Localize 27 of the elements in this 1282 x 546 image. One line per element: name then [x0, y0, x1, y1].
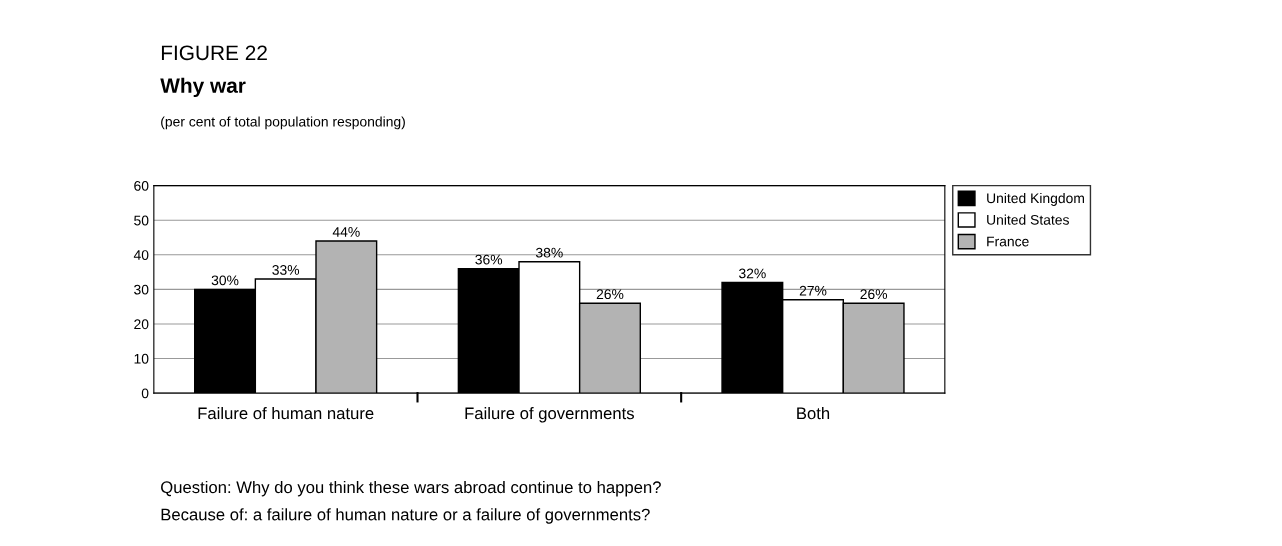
- legend-label: France: [987, 236, 1029, 247]
- text: (per cent of total population responding): [161, 116, 405, 130]
- x-tick-label: Failure of human nature: [198, 407, 374, 420]
- y-tick-label: 60: [134, 180, 149, 191]
- data-label: 38%: [535, 247, 563, 258]
- data-label: 33%: [272, 265, 300, 275]
- x-tick-label: Both: [797, 407, 830, 420]
- x-tick-label: Failure of governments: [465, 407, 634, 423]
- y-tick-label: 30: [134, 284, 149, 295]
- data-label: 36%: [475, 254, 503, 265]
- data-label: 27%: [799, 285, 827, 296]
- data-label: 44%: [332, 227, 360, 237]
- text: Question: Why do you think these wars abroad continue to happen?: [161, 480, 661, 497]
- data-label: 26%: [596, 289, 624, 300]
- data-label: 30%: [211, 275, 239, 286]
- y-tick-label: 10: [134, 353, 149, 364]
- legend-label: United States: [987, 214, 1069, 225]
- data-label: 26%: [860, 289, 888, 300]
- y-tick-label: 40: [133, 250, 149, 260]
- y-tick-label: 0: [141, 388, 149, 399]
- y-tick-label: 20: [134, 319, 149, 330]
- legend-label: United Kingdom: [987, 192, 1084, 206]
- chart-subtitle: Why war: [160, 77, 246, 98]
- data-label: 32%: [738, 268, 766, 279]
- y-tick-label: 50: [134, 215, 149, 226]
- text: Because of: a failure of human nature or a failure of governments?: [161, 508, 650, 524]
- chart-title: FIGURE 22: [161, 45, 267, 61]
